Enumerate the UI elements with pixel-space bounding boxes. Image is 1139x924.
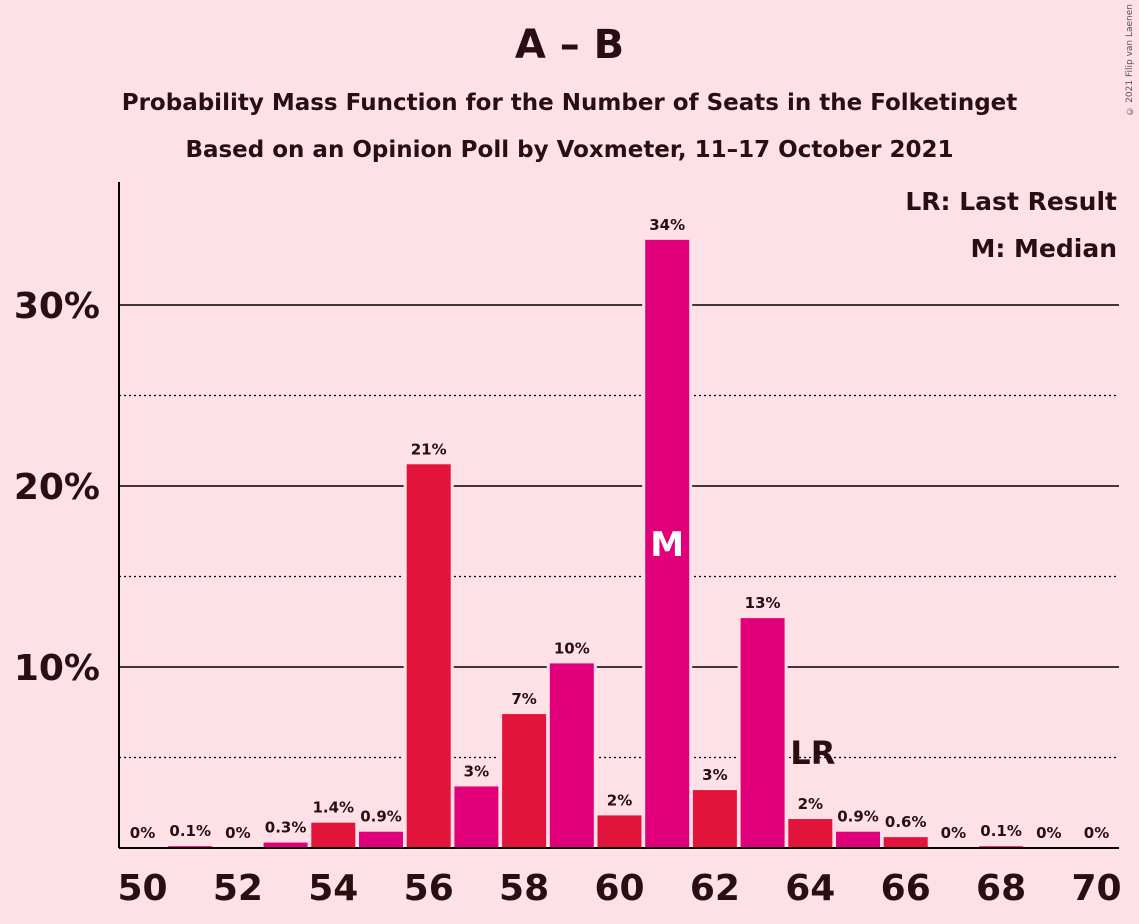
- bar: [502, 714, 547, 848]
- bar: [597, 815, 642, 848]
- legend-last-result: LR: Last Result: [905, 187, 1117, 216]
- bar-value-label: 0%: [1084, 824, 1109, 842]
- bar: [359, 831, 403, 848]
- bar: [406, 464, 451, 848]
- bar-value-label: 3%: [464, 762, 489, 780]
- x-tick-label: 54: [308, 868, 358, 909]
- bar-value-label: 34%: [649, 216, 685, 234]
- y-tick-label: 30%: [14, 286, 100, 327]
- x-tick-label: 58: [499, 868, 549, 909]
- bar: [883, 837, 928, 848]
- bar-value-label: 10%: [554, 639, 590, 657]
- bar-value-label: 13%: [745, 594, 781, 612]
- x-tick-label: 62: [690, 868, 740, 909]
- bar-value-label: 0%: [1036, 824, 1061, 842]
- bar: [311, 822, 356, 848]
- bar-value-label: 1.4%: [312, 799, 354, 817]
- bar-value-label: 0.3%: [265, 819, 307, 837]
- x-tick-label: 70: [1071, 868, 1121, 909]
- bar: [740, 618, 785, 848]
- bar-halo: [165, 843, 216, 848]
- bar-value-label: 0%: [130, 824, 155, 842]
- bar: [836, 831, 880, 848]
- chart-subtitle-source: Based on an Opinion Poll by Voxmeter, 11…: [185, 137, 954, 163]
- bar-value-label: 0.9%: [360, 808, 402, 826]
- x-tick-label: 60: [594, 868, 644, 909]
- y-tick-label: 20%: [14, 467, 100, 508]
- bar-value-label: 0.6%: [885, 813, 927, 831]
- x-tick-label: 64: [785, 868, 835, 909]
- bar-value-label: 0.1%: [980, 822, 1022, 840]
- x-tick-label: 52: [213, 868, 263, 909]
- y-tick-label: 10%: [14, 648, 100, 689]
- x-tick-label: 56: [404, 868, 454, 909]
- bar: [692, 790, 737, 848]
- legend-median: M: Median: [970, 234, 1117, 263]
- x-tick-label: 66: [881, 868, 931, 909]
- bar-value-label: 2%: [798, 795, 823, 813]
- bar: [549, 663, 594, 848]
- x-tick-label: 68: [976, 868, 1026, 909]
- bar: [788, 819, 833, 848]
- bar: [263, 842, 308, 848]
- bar-value-label: 0%: [225, 824, 250, 842]
- bar: [454, 786, 499, 848]
- bar-value-label: 3%: [702, 766, 727, 784]
- bar-value-label: 2%: [607, 791, 632, 809]
- bar-value-label: 0%: [941, 824, 966, 842]
- last-result-marker: LR: [790, 734, 835, 772]
- x-tick-label: 50: [117, 868, 167, 909]
- bar-value-label: 21%: [411, 440, 447, 458]
- bar-value-label: 0.9%: [837, 808, 879, 826]
- bar-value-label: 0.1%: [169, 822, 211, 840]
- chart-title: A – B: [514, 22, 625, 68]
- bar-value-label: 7%: [511, 690, 536, 708]
- bar-halo: [976, 843, 1027, 848]
- median-marker: M: [650, 525, 684, 565]
- bar: [645, 239, 690, 849]
- chart-subtitle: Probability Mass Function for the Number…: [121, 90, 1018, 116]
